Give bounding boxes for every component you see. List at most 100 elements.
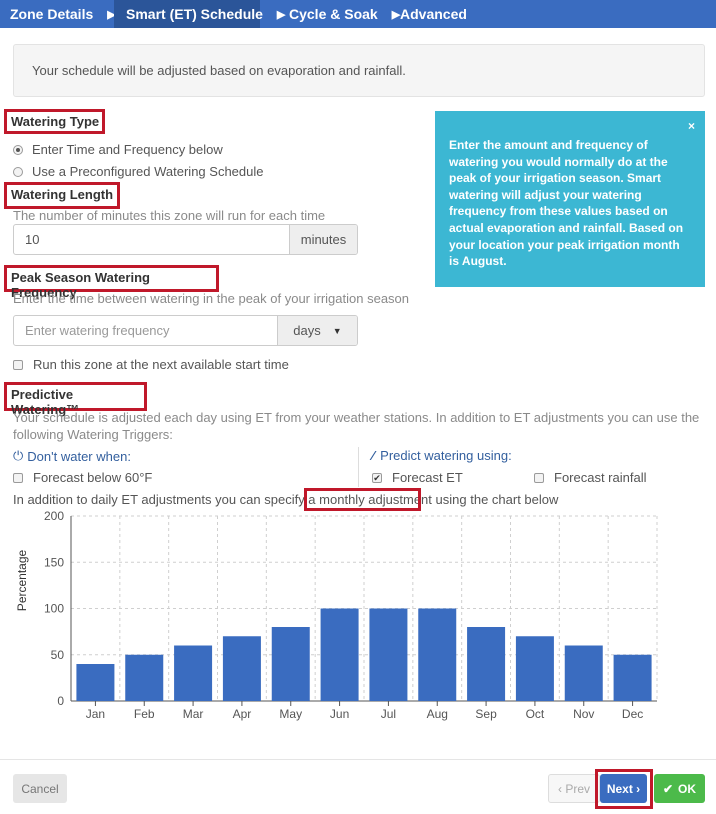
monthly-adjustment-text: monthly adjustment — [319, 492, 432, 507]
tab-label: Zone Details — [10, 6, 94, 22]
monthly-adjustment-highlight — [304, 488, 421, 511]
bar-may — [271, 627, 310, 701]
x-tick-label: Mar — [183, 707, 204, 721]
monthly-suffix: using the chart below — [435, 492, 559, 507]
frequency-group: Enter watering frequency days ▼ — [13, 315, 358, 346]
prev-button[interactable]: ‹ Prev — [548, 774, 600, 803]
x-tick-label: Apr — [233, 707, 252, 721]
wizard-tabs: Zone Details ▶ Smart (ET) Schedule ▶ Cyc… — [0, 0, 716, 28]
x-tick-label: Aug — [427, 707, 448, 721]
bar-oct — [515, 636, 554, 701]
minutes-addon: minutes — [290, 225, 357, 254]
forecast-below-checkbox[interactable] — [13, 472, 23, 483]
x-tick-label: May — [279, 707, 302, 721]
forecast-et-checkbox[interactable]: ✔ — [372, 472, 382, 483]
x-tick-label: Nov — [573, 707, 594, 721]
watering-length-input[interactable]: 10 — [14, 225, 290, 254]
watering-length-group: 10 minutes — [13, 224, 358, 255]
y-tick-label: 0 — [57, 694, 64, 708]
footer-divider — [0, 759, 716, 760]
bar-dec — [613, 654, 652, 701]
monthly-adjustment-chart: 0 50 100 150 200 Jan Feb Mar Apr May Jun Jul Aug Sep O… — [15, 509, 658, 721]
close-icon[interactable]: × — [687, 119, 695, 133]
bar-sep — [467, 627, 506, 701]
radio-label: Use a Preconfigured Watering Schedule — [32, 164, 264, 179]
bar-aug — [418, 608, 457, 701]
ok-label: OK — [678, 781, 697, 796]
y-tick-label: 50 — [51, 648, 65, 662]
caret-down-icon: ▼ — [332, 325, 342, 336]
info-message: Your schedule will be adjusted based on … — [13, 44, 705, 97]
x-tick-label: Jun — [330, 707, 349, 721]
check-icon: ✔ — [662, 781, 674, 796]
forecast-et-row[interactable]: ✔ Forecast ET — [372, 470, 463, 485]
peak-season-heading: Peak Season Watering Frequency — [4, 265, 219, 300]
y-tick-label: 200 — [44, 509, 64, 523]
forecast-below-label: Forecast below 60°F — [33, 470, 153, 485]
bar-nov — [564, 645, 603, 701]
tab-advanced[interactable]: Advanced — [388, 0, 477, 28]
forecast-rain-label: Forecast rainfall — [554, 470, 647, 485]
y-tick-label: 100 — [44, 602, 64, 616]
frequency-input[interactable]: Enter watering frequency — [14, 316, 278, 345]
bar-jun — [320, 608, 359, 701]
tab-label: Cycle & Soak — [289, 6, 378, 22]
bar-jan — [76, 664, 115, 701]
x-tick-label: Dec — [622, 707, 643, 721]
forecast-below-row[interactable]: Forecast below 60°F — [13, 470, 152, 485]
radio-enter-time[interactable]: Enter Time and Frequency below — [13, 142, 223, 157]
y-axis-title: Percentage — [15, 549, 29, 611]
divider — [358, 447, 359, 487]
watering-type-heading: Watering Type — [4, 109, 105, 134]
forecast-rain-checkbox[interactable] — [534, 472, 544, 483]
info-callout: × Enter the amount and frequency of wate… — [435, 111, 705, 287]
tab-label: Smart (ET) Schedule — [126, 6, 263, 22]
radio-label: Enter Time and Frequency below — [32, 142, 223, 157]
unit-label: days — [293, 323, 321, 338]
watering-length-help: The number of minutes this zone will run… — [13, 208, 326, 223]
chevron-right-icon: ▶ — [107, 8, 116, 21]
bar-mar — [174, 645, 213, 701]
next-button[interactable]: Next › — [600, 774, 647, 803]
tab-label: Advanced — [400, 6, 467, 22]
frequency-unit-select[interactable]: days ▼ — [278, 316, 357, 345]
predictive-help-2: following Watering Triggers: — [13, 427, 173, 442]
tab-smart-et-schedule[interactable]: Smart (ET) Schedule ▶ — [114, 0, 285, 28]
watering-length-heading: Watering Length — [4, 182, 120, 209]
monthly-line: In addition to daily ET adjustments you … — [13, 492, 558, 507]
tab-zone-details[interactable]: Zone Details ▶ — [0, 0, 116, 28]
predictive-heading: Predictive Watering™ — [4, 382, 147, 417]
tab-cycle-soak[interactable]: Cycle & Soak ▶ — [260, 0, 400, 28]
bar-apr — [222, 636, 261, 701]
forecast-et-label: Forecast ET — [392, 470, 463, 485]
run-next-label: Run this zone at the next available star… — [33, 357, 289, 372]
forecast-rain-row[interactable]: Forecast rainfall — [534, 470, 646, 485]
cancel-button[interactable]: Cancel — [13, 774, 67, 803]
radio-button[interactable] — [13, 166, 23, 177]
bar-feb — [125, 654, 164, 701]
x-tick-label: Jan — [86, 707, 105, 721]
x-tick-label: Oct — [526, 707, 545, 721]
predict-label: ⁄ Predict watering using: — [372, 448, 512, 463]
dont-water-text: Don't water when: — [27, 448, 131, 464]
chevron-right-icon: ▶ — [276, 8, 286, 21]
x-tick-label: Sep — [475, 707, 497, 721]
ok-button[interactable]: ✔ OK — [654, 774, 705, 803]
predictive-help-1: Your schedule is adjusted each day using… — [13, 410, 700, 425]
monthly-prefix: In addition to daily ET adjustments you … — [13, 492, 316, 507]
magic-wand-icon: ⁄ — [372, 448, 375, 463]
radio-button[interactable] — [13, 144, 23, 155]
chevron-right-icon: ▶ — [391, 8, 401, 21]
dont-water-label: ⏻ Don't water when: — [13, 448, 131, 464]
run-next-start-row[interactable]: Run this zone at the next available star… — [13, 357, 289, 372]
y-tick-label: 150 — [44, 555, 64, 569]
power-icon: ⏻ — [13, 448, 24, 463]
x-tick-label: Feb — [134, 707, 155, 721]
peak-season-help: Enter the time between watering in the p… — [13, 291, 410, 306]
bar-jul — [369, 608, 408, 701]
predict-text: Predict watering using: — [380, 448, 512, 463]
run-next-checkbox[interactable] — [13, 359, 23, 370]
x-tick-label: Jul — [381, 707, 396, 721]
radio-preconfigured[interactable]: Use a Preconfigured Watering Schedule — [13, 164, 263, 179]
next-highlight — [595, 769, 653, 809]
